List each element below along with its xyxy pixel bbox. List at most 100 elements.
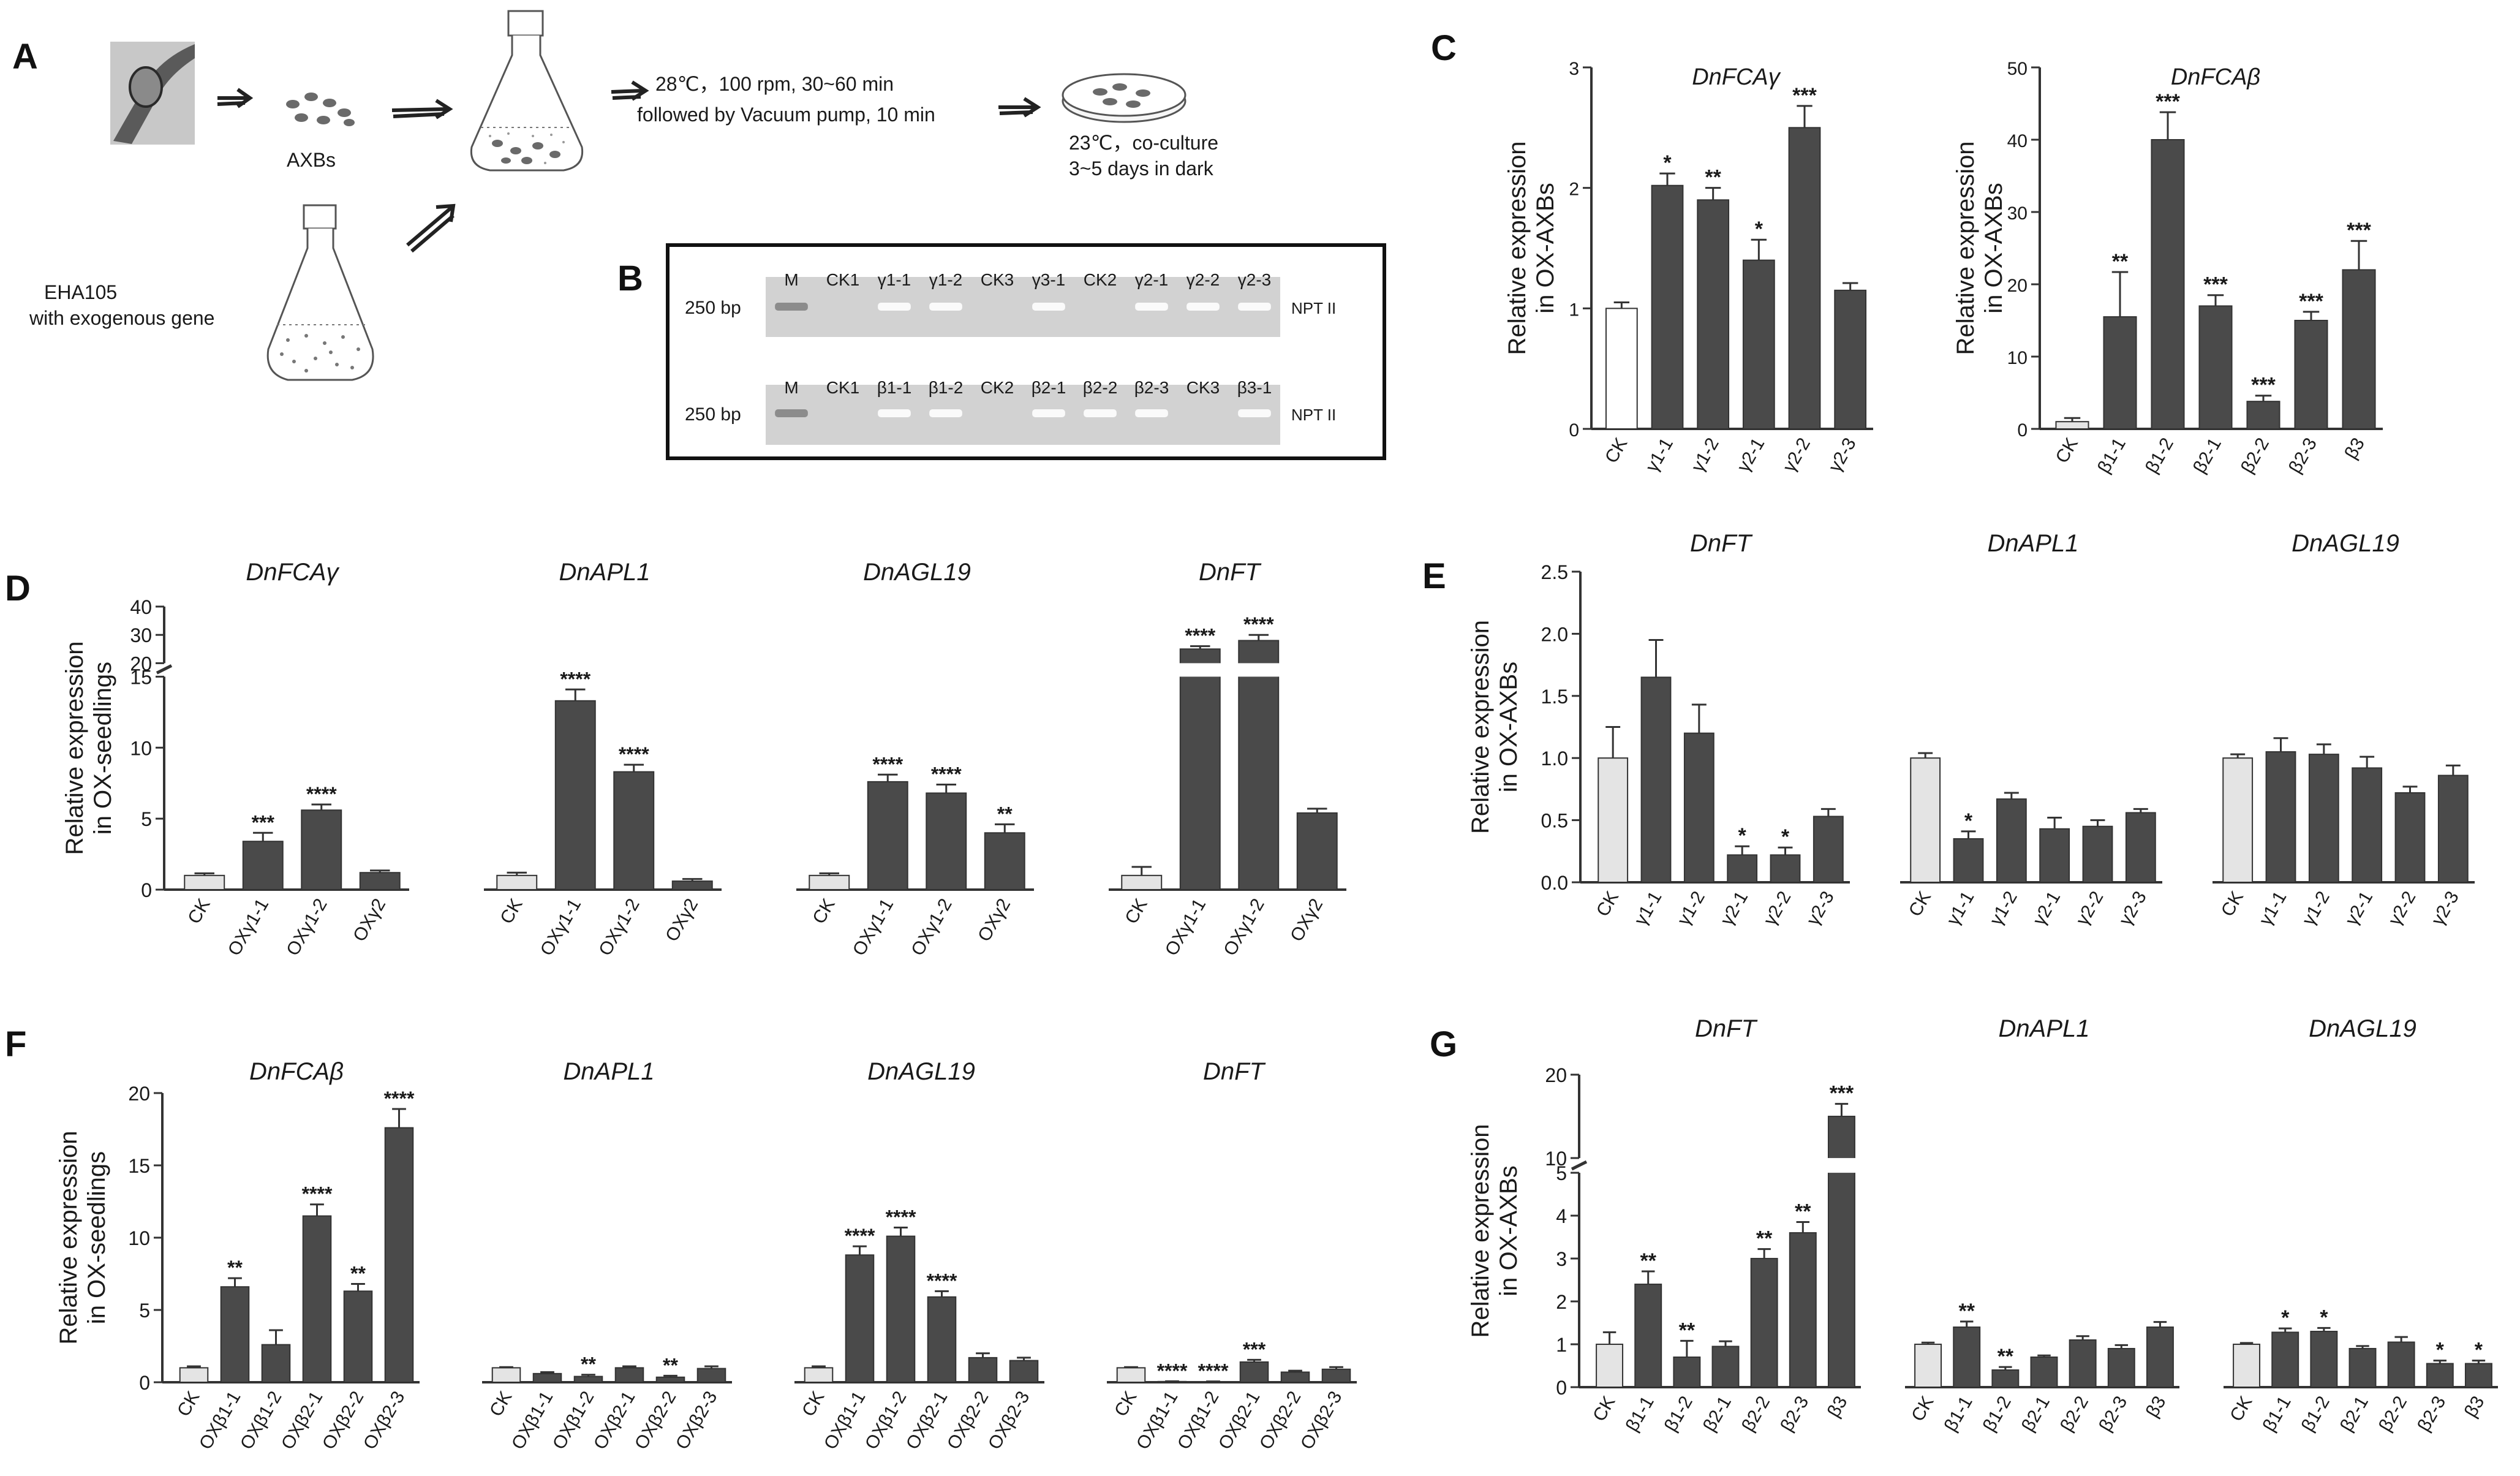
bar (1634, 1284, 1662, 1388)
significance-label: *** (252, 811, 275, 833)
bar (886, 1235, 916, 1383)
y-tick-label: 0 (1569, 420, 1579, 441)
bar (2103, 316, 2137, 430)
significance-label: ** (1958, 1300, 1975, 1323)
category-label: β3 (2142, 1393, 2170, 1421)
significance-label: **** (1243, 613, 1274, 635)
significance-label: ** (2112, 250, 2129, 273)
y-tick-label: 1.5 (1541, 686, 1568, 708)
panel-letter-d: D (5, 569, 31, 608)
y-tick-label: 20 (128, 1083, 150, 1105)
significance-label: *** (2347, 219, 2371, 242)
significance-label: * (1738, 824, 1747, 847)
bar (2151, 139, 2185, 430)
group-title: DnAPL1 (1999, 1015, 2090, 1042)
gel-band (929, 303, 962, 311)
y-tick-label: 5 (139, 1300, 150, 1322)
bar (614, 1367, 644, 1383)
petri-dish-icon (1062, 73, 1186, 123)
bar (496, 874, 538, 890)
bar (1009, 1360, 1039, 1383)
step3-line-1: 23℃，co-culture (1069, 132, 1218, 154)
significance-label: *** (2203, 273, 2228, 297)
y-axis-label-line: in OX-seedlings (89, 662, 116, 835)
category-label: OXγ1-2 (1220, 895, 1268, 959)
significance-label: * (2320, 1306, 2328, 1329)
significance-label: ** (1795, 1200, 1811, 1224)
bar-break-gap (1827, 1158, 1856, 1173)
y-tick-label: 3 (1569, 59, 1579, 79)
arrow-icon (217, 88, 254, 108)
category-label: CK (2226, 1393, 2256, 1425)
significance-label: *** (2299, 290, 2323, 313)
bar (1813, 816, 1844, 883)
panel-letter-b: B (617, 259, 643, 298)
y-axis-label-line: Relative expression (1467, 620, 1494, 834)
bar (2107, 1348, 2135, 1388)
gel-band (1135, 409, 1168, 417)
significance-label: **** (872, 753, 903, 775)
category-label: CK (1601, 434, 1631, 467)
group-title: DnAGL19 (2292, 530, 2399, 557)
bar (1770, 854, 1801, 884)
bar (2039, 828, 2070, 884)
strain-line-2: with exogenous gene (29, 307, 214, 329)
bar (1596, 1344, 1624, 1388)
significance-label: ** (1998, 1345, 2014, 1368)
bar (1727, 854, 1758, 884)
y-tick-label: 40 (2007, 131, 2028, 151)
y-axis-label: Relative expressionin OX-seedlings (61, 641, 116, 855)
lane-label: CK2 (981, 378, 1014, 397)
arrow-icon (406, 203, 456, 253)
significance-label: ** (350, 1263, 366, 1285)
lane-label: β3-1 (1237, 378, 1272, 397)
bar (1673, 1357, 1701, 1388)
significance-label: **** (1157, 1360, 1188, 1382)
bar (1296, 812, 1338, 891)
y-tick-label: 15 (130, 666, 152, 688)
category-label: γ1-2 (1673, 888, 1709, 929)
category-label: β1-2 (1979, 1393, 2015, 1435)
bar (2030, 1357, 2058, 1388)
gel-band (878, 409, 911, 417)
lane-label: CK2 (1084, 270, 1117, 289)
bar (696, 1368, 726, 1383)
category-label: β2-2 (2375, 1393, 2411, 1435)
category-label: OXγ2 (1286, 895, 1327, 945)
flask-with-explants (470, 10, 584, 172)
axbs-label: AXBs (287, 149, 336, 171)
y-axis-label-line: Relative expression (1952, 141, 1979, 355)
bar (384, 1127, 414, 1383)
y-axis-label-line: in OX-AXBs (1495, 1165, 1522, 1296)
bar (554, 700, 596, 890)
significance-label: ** (1679, 1319, 1696, 1342)
category-label: CK (1121, 895, 1151, 928)
bar (1321, 1368, 1351, 1383)
y-tick-label: 5 (141, 808, 152, 830)
significance-label: ** (1756, 1227, 1773, 1251)
y-tick-label: 5 (1556, 1162, 1567, 1184)
bar (2198, 305, 2233, 430)
group-title: DnFCAγ (246, 559, 339, 586)
gel-band (1186, 303, 1220, 311)
category-label: β1-2 (2141, 434, 2178, 477)
category-label: OXγ2 (974, 895, 1014, 945)
significance-label: ** (663, 1354, 678, 1376)
bar (1239, 1361, 1269, 1383)
category-label: γ1-1 (1642, 434, 1677, 475)
y-tick-label: 10 (128, 1227, 150, 1249)
bar (845, 1254, 875, 1383)
bar (1711, 1345, 1740, 1388)
category-label: CK (496, 895, 526, 928)
y-tick-label: 20 (130, 653, 152, 675)
bar (2055, 421, 2089, 430)
y-axis-label-line: in OX-AXBs (1980, 183, 2007, 313)
bar (1605, 308, 1638, 430)
significance-label: **** (306, 783, 337, 805)
category-label: OXγ1-1 (1161, 895, 1210, 959)
lane-label: M (784, 378, 798, 397)
gel-band (929, 409, 962, 417)
lane-label: β2-3 (1134, 378, 1169, 397)
bar (671, 880, 713, 890)
